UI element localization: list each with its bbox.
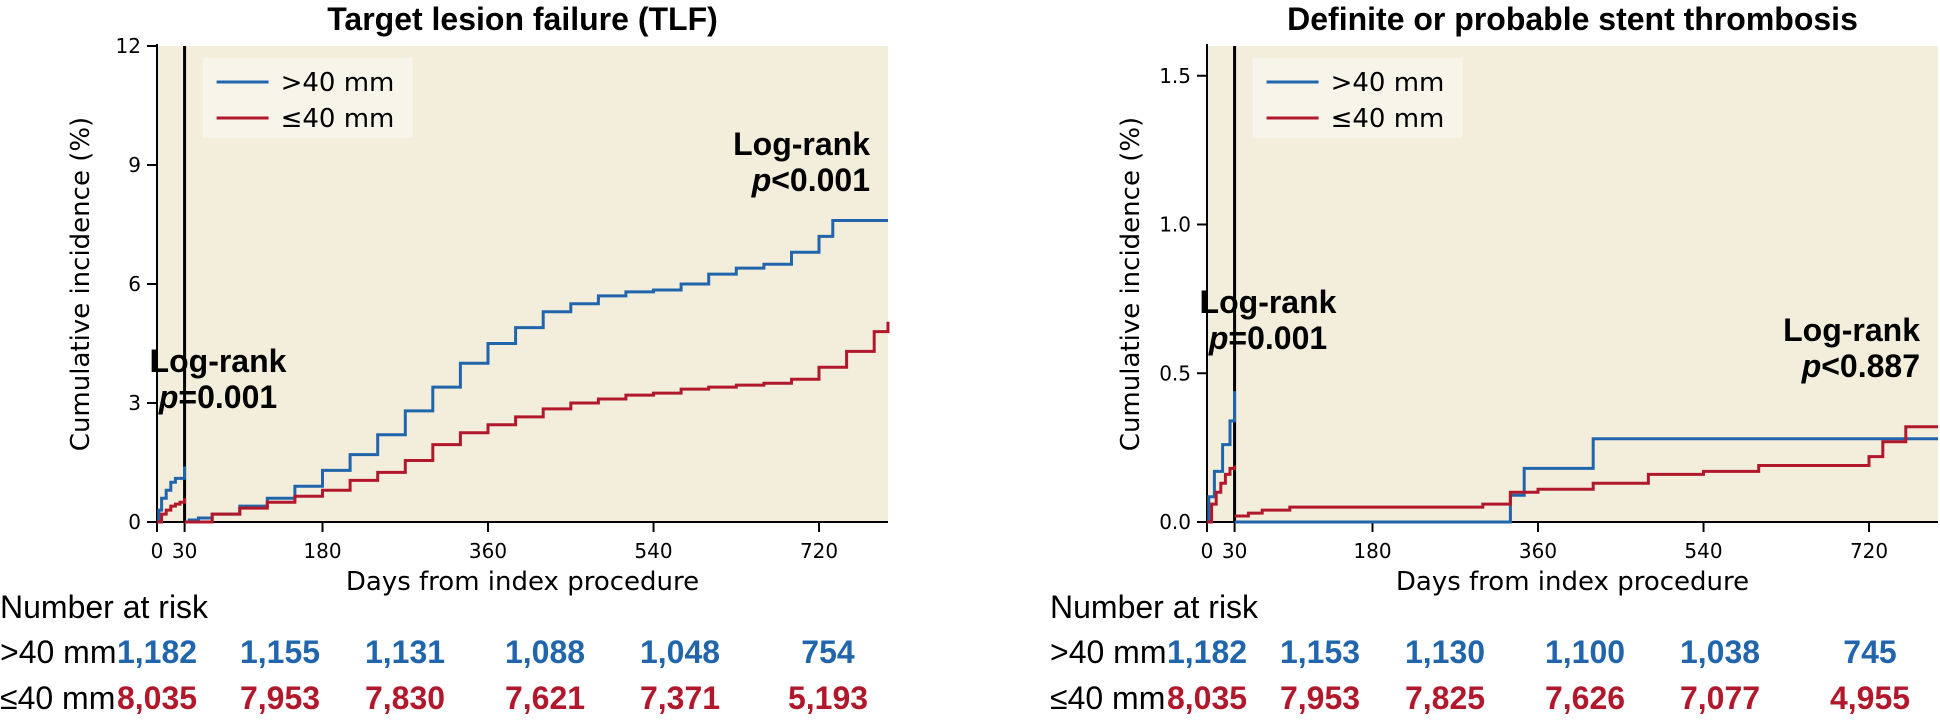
p-value-label: p<0.887 bbox=[1801, 348, 1920, 384]
x-tick-label: 540 bbox=[1684, 539, 1722, 563]
p-symbol: p bbox=[751, 162, 772, 198]
x-tick-label: 30 bbox=[1222, 539, 1247, 563]
x-axis-label: Days from index procedure bbox=[346, 567, 699, 597]
km-series-line bbox=[1234, 437, 1938, 524]
risk-value: 5,193 bbox=[788, 680, 868, 716]
chart-title: Target lesion failure (TLF) bbox=[327, 1, 718, 37]
risk-value: 1,088 bbox=[505, 634, 585, 670]
x-tick-label: 30 bbox=[172, 539, 197, 563]
risk-table-title: Number at risk bbox=[1050, 589, 1259, 625]
p-value-label: p=0.001 bbox=[1208, 320, 1327, 356]
chart-panel-2: Definite or probable stent thrombosis 0.0… bbox=[1050, 1, 1938, 716]
risk-value: 1,182 bbox=[1167, 634, 1247, 670]
legend-box bbox=[202, 58, 413, 138]
km-series-line bbox=[184, 219, 888, 524]
risk-table-title: Number at risk bbox=[0, 589, 209, 625]
km-series-line bbox=[1207, 465, 1237, 524]
legend-entry: ≤40 mm bbox=[1331, 104, 1445, 134]
log-rank-label: Log-rank bbox=[1783, 312, 1920, 348]
log-rank-label: Log-rank bbox=[733, 126, 870, 162]
km-series-line bbox=[157, 466, 187, 524]
risk-value: 1,130 bbox=[1405, 634, 1485, 670]
p-symbol: p bbox=[158, 379, 179, 415]
risk-value: 7,077 bbox=[1680, 680, 1760, 716]
y-axis-label: Cumulative incidence (%) bbox=[1116, 117, 1146, 451]
p-value: <0.001 bbox=[771, 162, 870, 198]
risk-value: 7,371 bbox=[640, 680, 720, 716]
risk-value: 1,153 bbox=[1280, 634, 1360, 670]
x-axis-label: Days from index procedure bbox=[1396, 567, 1749, 597]
y-tick-label: 0.5 bbox=[1159, 361, 1191, 385]
x-tick-label: 180 bbox=[303, 539, 341, 563]
y-tick-label: 6 bbox=[128, 272, 141, 296]
p-symbol: p bbox=[1208, 320, 1229, 356]
risk-row-label: >40 mm bbox=[1050, 634, 1166, 670]
risk-row-label: ≤40 mm bbox=[1050, 680, 1165, 716]
x-tick-label: 0 bbox=[151, 539, 164, 563]
risk-value: 7,830 bbox=[365, 680, 445, 716]
risk-value: 4,955 bbox=[1830, 680, 1910, 716]
risk-value: 745 bbox=[1843, 634, 1896, 670]
chart-title: Definite or probable stent thrombosis bbox=[1287, 1, 1858, 37]
legend-entry: >40 mm bbox=[281, 68, 395, 98]
legend-entry: ≤40 mm bbox=[281, 104, 395, 134]
legend-entry: >40 mm bbox=[1331, 68, 1445, 98]
p-value: =0.001 bbox=[178, 379, 277, 415]
legend-box bbox=[1252, 58, 1463, 138]
risk-value: 1,155 bbox=[240, 634, 320, 670]
risk-value: 7,825 bbox=[1405, 680, 1485, 716]
risk-value: 1,038 bbox=[1680, 634, 1760, 670]
risk-value: 7,621 bbox=[505, 680, 585, 716]
risk-value: 1,100 bbox=[1545, 634, 1625, 670]
risk-value: 7,953 bbox=[240, 680, 320, 716]
risk-value: 1,048 bbox=[640, 634, 720, 670]
y-tick-label: 1.5 bbox=[1159, 64, 1191, 88]
risk-value: 7,953 bbox=[1280, 680, 1360, 716]
risk-row-label: ≤40 mm bbox=[0, 680, 115, 716]
x-tick-label: 720 bbox=[1850, 539, 1888, 563]
risk-value: 754 bbox=[801, 634, 855, 670]
x-tick-label: 180 bbox=[1353, 539, 1391, 563]
y-tick-label: 0 bbox=[128, 510, 141, 534]
km-series-line bbox=[1207, 391, 1237, 524]
x-tick-label: 0 bbox=[1201, 539, 1214, 563]
km-series-line bbox=[157, 498, 187, 524]
risk-value: 8,035 bbox=[117, 680, 197, 716]
y-tick-label: 0.0 bbox=[1159, 510, 1191, 534]
x-tick-label: 720 bbox=[800, 539, 838, 563]
y-tick-label: 9 bbox=[128, 153, 141, 177]
x-tick-label: 540 bbox=[634, 539, 672, 563]
y-tick-label: 12 bbox=[116, 34, 141, 58]
risk-value: 8,035 bbox=[1167, 680, 1247, 716]
x-tick-label: 360 bbox=[469, 539, 507, 563]
p-value: <0.887 bbox=[1821, 348, 1920, 384]
log-rank-label: Log-rank bbox=[150, 343, 287, 379]
risk-value: 1,131 bbox=[365, 634, 445, 670]
p-symbol: p bbox=[1801, 348, 1822, 384]
y-tick-label: 3 bbox=[128, 391, 141, 415]
y-tick-label: 1.0 bbox=[1159, 213, 1191, 237]
log-rank-label: Log-rank bbox=[1200, 284, 1337, 320]
p-value: =0.001 bbox=[1228, 320, 1327, 356]
x-tick-label: 360 bbox=[1519, 539, 1557, 563]
risk-value: 1,182 bbox=[117, 634, 197, 670]
chart-panel-1: Target lesion failure (TLF) 0 3 6 9 12 0 30 180 3… bbox=[0, 1, 890, 716]
y-axis-label: Cumulative incidence (%) bbox=[66, 117, 96, 451]
p-value-label: p<0.001 bbox=[751, 162, 870, 198]
km-series-line bbox=[1234, 425, 1938, 518]
km-series-line bbox=[184, 321, 890, 524]
risk-row-label: >40 mm bbox=[0, 634, 116, 670]
p-value-label: p=0.001 bbox=[158, 379, 277, 415]
risk-value: 7,626 bbox=[1545, 680, 1625, 716]
